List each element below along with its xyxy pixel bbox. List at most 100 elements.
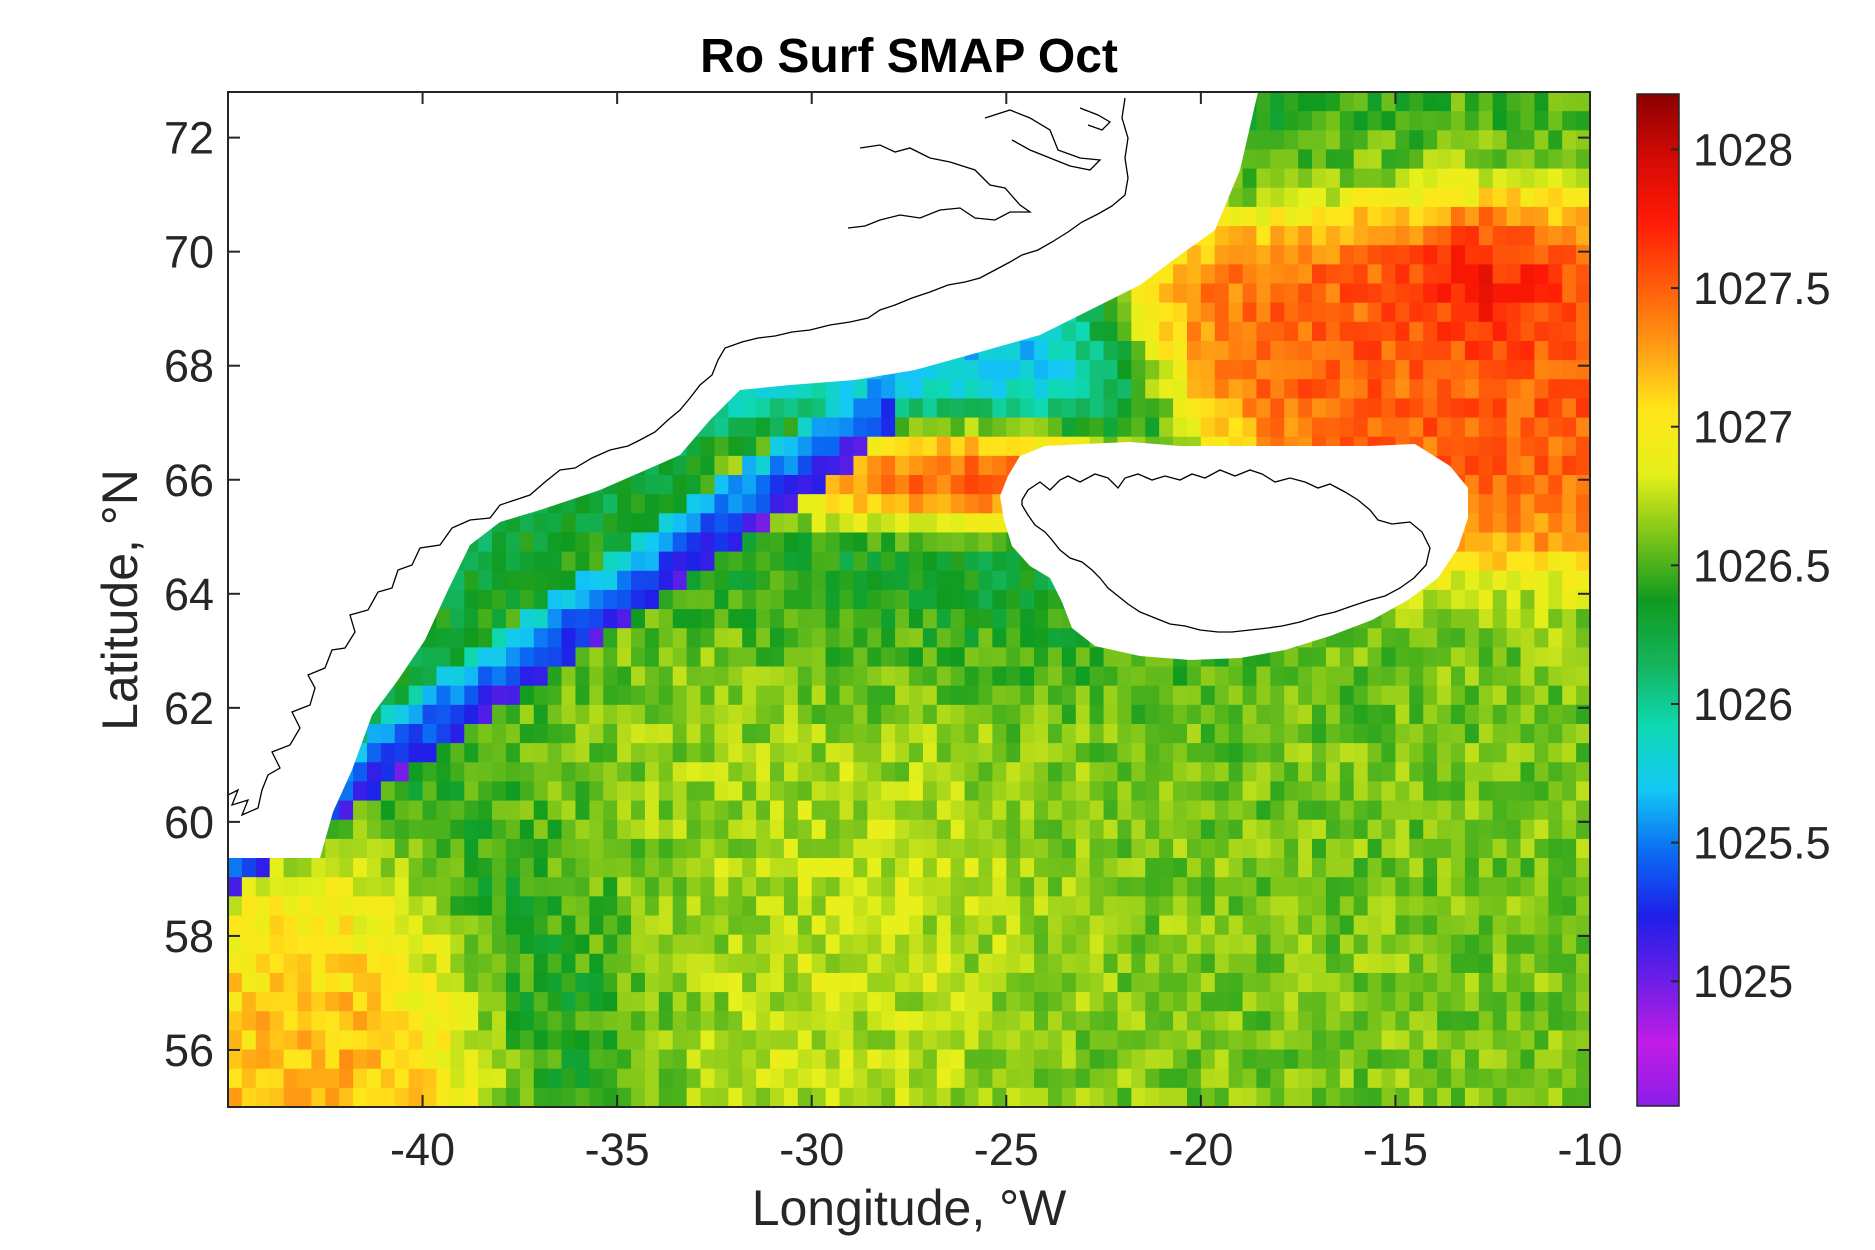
field-cell — [283, 953, 299, 974]
field-cell — [1200, 896, 1216, 917]
field-cell — [380, 762, 396, 783]
field-cell — [1353, 819, 1369, 840]
field-cell — [533, 609, 549, 629]
field-cell — [1409, 934, 1424, 955]
field-cell — [1214, 302, 1230, 323]
field-cell — [1214, 398, 1230, 419]
field-cell — [922, 532, 938, 553]
field-cell — [1451, 953, 1466, 974]
field-cell — [1034, 685, 1049, 706]
field-cell — [936, 953, 952, 974]
field-cell — [714, 494, 729, 514]
field-cell — [1492, 896, 1508, 917]
field-cell — [561, 513, 577, 534]
field-cell — [1089, 666, 1105, 687]
field-cell — [408, 838, 424, 859]
field-cell — [1395, 647, 1410, 668]
field-cell — [464, 972, 479, 993]
field-cell — [1367, 915, 1383, 936]
field-cell — [742, 666, 757, 687]
field-cell — [450, 819, 465, 840]
field-cell — [1395, 264, 1410, 285]
field-cell — [436, 858, 451, 878]
field-cell — [422, 819, 438, 840]
field-cell — [436, 666, 451, 687]
field-cell — [492, 858, 507, 878]
field-cell — [505, 723, 521, 744]
field-cell — [617, 972, 632, 993]
field-cell — [867, 589, 882, 610]
field-cell — [1339, 130, 1355, 151]
field-cell — [797, 475, 813, 495]
field-cell — [783, 877, 799, 897]
field-cell — [1298, 168, 1313, 189]
field-cell — [867, 704, 882, 725]
field-cell — [394, 819, 410, 840]
field-cell — [895, 915, 910, 936]
field-cell — [1520, 206, 1536, 227]
field-cell — [658, 1049, 674, 1070]
field-cell — [909, 628, 924, 648]
field-cell — [1103, 723, 1119, 744]
field-cell — [533, 858, 549, 878]
field-cell — [603, 838, 618, 859]
field-cell — [1534, 111, 1549, 131]
field-cell — [1478, 570, 1494, 591]
field-cell — [895, 628, 910, 648]
field-cell — [853, 666, 868, 687]
field-cell — [1325, 896, 1341, 917]
field-cell — [1534, 494, 1549, 514]
field-cell — [589, 666, 604, 687]
field-cell — [1131, 858, 1146, 878]
field-cell — [353, 934, 368, 955]
field-cell — [922, 417, 938, 438]
field-cell — [547, 877, 563, 897]
field-cell — [269, 896, 285, 917]
field-cell — [519, 915, 535, 936]
field-cell — [1451, 743, 1466, 763]
field-cell — [1284, 187, 1299, 208]
field-cell — [644, 666, 660, 687]
field-cell — [742, 934, 757, 955]
field-cell — [1200, 321, 1216, 342]
field-cell — [1381, 934, 1397, 955]
field-cell — [589, 723, 604, 744]
field-cell — [1298, 877, 1313, 897]
field-cell — [770, 762, 785, 783]
field-cell — [909, 704, 924, 725]
field-cell — [1270, 398, 1285, 419]
field-cell — [1270, 302, 1285, 323]
field-cell — [728, 475, 743, 495]
field-cell — [1284, 264, 1299, 285]
field-cell — [1464, 513, 1480, 534]
field-cell — [1284, 972, 1299, 993]
field-cell — [700, 532, 716, 553]
field-cell — [839, 915, 855, 936]
field-cell — [1312, 360, 1327, 380]
field-cell — [1312, 800, 1327, 821]
field-cell — [922, 666, 938, 687]
field-cell — [686, 494, 702, 514]
field-cell — [1437, 743, 1452, 763]
field-cell — [1103, 858, 1119, 878]
field-cell — [1020, 877, 1035, 897]
field-cell — [881, 896, 896, 917]
field-cell — [631, 953, 646, 974]
field-cell — [1492, 302, 1508, 323]
field-cell — [672, 781, 688, 802]
field-cell — [1103, 1030, 1119, 1051]
field-cell — [436, 992, 451, 1012]
field-cell — [255, 953, 271, 974]
field-cell — [1451, 264, 1466, 285]
field-cell — [1478, 819, 1494, 840]
field-cell — [1423, 992, 1438, 1012]
field-cell — [422, 647, 438, 668]
field-cell — [992, 1049, 1007, 1070]
field-cell — [1312, 781, 1327, 802]
field-cell — [1325, 858, 1341, 878]
field-cell — [1298, 130, 1313, 151]
field-cell — [1451, 934, 1466, 955]
field-cell — [1242, 704, 1258, 725]
field-cell — [589, 781, 604, 802]
field-cell — [1562, 551, 1577, 572]
